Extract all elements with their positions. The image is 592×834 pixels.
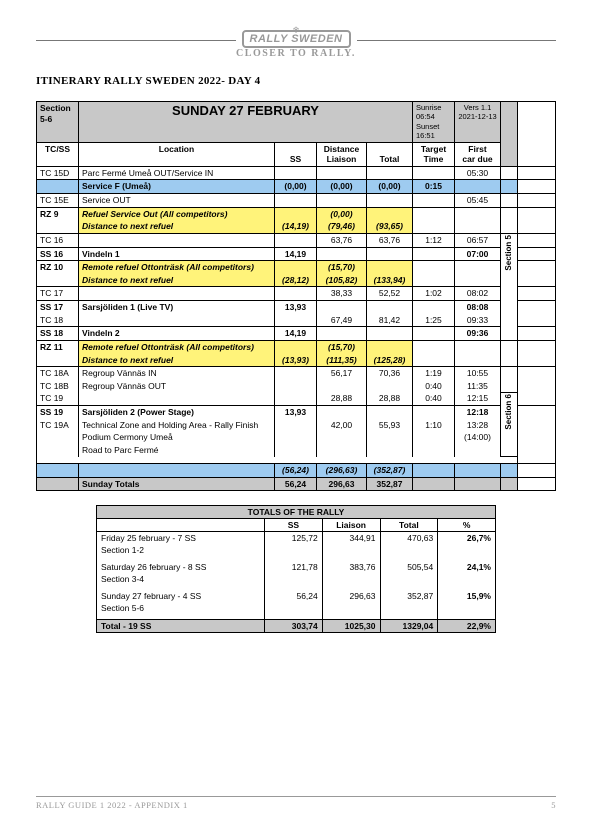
itin-row: TC 18BRegroup Vännäs OUT 0:40 11:35 <box>37 380 556 393</box>
day-title: SUNDAY 27 FEBRUARY <box>79 102 413 143</box>
rally-totals-row: Friday 25 february - 7 SS125,72344,91 47… <box>97 532 496 545</box>
hdr-location: Location <box>79 142 275 166</box>
rt-total-pct: 22,9% <box>438 620 496 633</box>
itin-row: TC 18 67,4981,42 1:25 09:33 <box>37 314 556 327</box>
itin-row: SS 16Vindeln 1 14,19 07:00 <box>37 247 556 261</box>
itinerary-table: Section 5-6 SUNDAY 27 FEBRUARY Sunrise 0… <box>36 101 556 491</box>
itin-row: TC 15EService OUT 05:45 <box>37 194 556 208</box>
rt-hdr-pct: % <box>438 519 496 532</box>
hdr-tcss: TC/SS <box>37 142 79 166</box>
rally-totals-row: Sunday 27 february - 4 SS56,24296,63 352… <box>97 590 496 602</box>
logo: ❄ RALLY SWEDEN <box>36 25 556 45</box>
page-title: ITINERARY RALLY SWEDEN 2022- DAY 4 <box>36 75 556 87</box>
sun-times: Sunrise 06:54Sunset 16:51 <box>413 102 455 143</box>
rt-hdr-ss: SS <box>265 519 323 532</box>
cell-total-ss: (56,24) <box>275 464 317 478</box>
itin-row: SS 19Sarsjöliden 2 (Power Stage) 13,93 1… <box>37 406 556 419</box>
section-6-label: Section 6 <box>504 394 514 430</box>
itin-row: TC 18ARegroup Vännäs IN 56,1770,36 1:19 … <box>37 367 556 380</box>
sunday-totals-tot: 352,87 <box>367 477 413 491</box>
itin-row: Road to Parc Fermé <box>37 444 556 457</box>
rt-total-ss: 303,74 <box>265 620 323 633</box>
cell-total-tot: (352,87) <box>367 464 413 478</box>
itin-row: SS 18Vindeln 2 14,19 09:36 <box>37 327 556 341</box>
footer-right: 5 <box>551 800 556 810</box>
version: Vers 1.12021-12-13 <box>455 102 501 143</box>
itin-row: TC 16 63,7663,76 1:12 06:57Section 5 <box>37 233 556 247</box>
cell-total-lia: (296,63) <box>317 464 367 478</box>
section-label: Section 5-6 <box>37 102 79 143</box>
service-row: Service F (Umeå) <box>79 180 275 194</box>
footer: RALLY GUIDE 1 2022 - APPENDIX 1 5 <box>36 796 556 810</box>
sunday-totals-label: Sunday Totals <box>79 477 275 491</box>
sunday-totals-lia: 296,63 <box>317 477 367 491</box>
rally-totals: TOTALS OF THE RALLY SS Liaison Total % F… <box>96 505 556 633</box>
hdr-liaison: DistanceLiaison <box>317 142 367 166</box>
tagline: CLOSER TO RALLY. <box>36 48 556 59</box>
hdr-ss: SS <box>275 142 317 166</box>
itin-row: TC 15DParc Fermé Umeå OUT/Service IN 05:… <box>37 166 556 180</box>
rt-total-lia: 1025,30 <box>322 620 380 633</box>
section-5-label: Section 5 <box>504 235 514 271</box>
itin-row: TC 19ATechnical Zone and Holding Area - … <box>37 419 556 432</box>
itin-row: Podium Cermony Umeå (14:00) <box>37 431 556 444</box>
rally-totals-title: TOTALS OF THE RALLY <box>97 506 496 519</box>
rt-total-tot: 1329,04 <box>380 620 438 633</box>
itin-row: TC 19 28,8828,88 0:40 12:15Section 6 <box>37 392 556 405</box>
itin-row: TC 17 38,3352,52 1:02 08:02 <box>37 287 556 301</box>
page: ❄ RALLY SWEDEN CLOSER TO RALLY. ITINERAR… <box>0 0 592 834</box>
sunday-totals-ss: 56,24 <box>275 477 317 491</box>
itin-row: SS 17Sarsjöliden 1 (Live TV) 13,93 08:08 <box>37 301 556 314</box>
footer-left: RALLY GUIDE 1 2022 - APPENDIX 1 <box>36 800 188 810</box>
rt-hdr-lia: Liaison <box>322 519 380 532</box>
hdr-total: Total <box>367 142 413 166</box>
logo-text: RALLY SWEDEN <box>242 30 351 48</box>
rally-totals-row: Saturday 26 february - 8 SS121,78383,76 … <box>97 561 496 573</box>
rt-total-label: Total - 19 SS <box>97 620 265 633</box>
hdr-target: TargetTime <box>413 142 455 166</box>
hdr-firstcar: Firstcar due <box>455 142 501 166</box>
rt-hdr-tot: Total <box>380 519 438 532</box>
